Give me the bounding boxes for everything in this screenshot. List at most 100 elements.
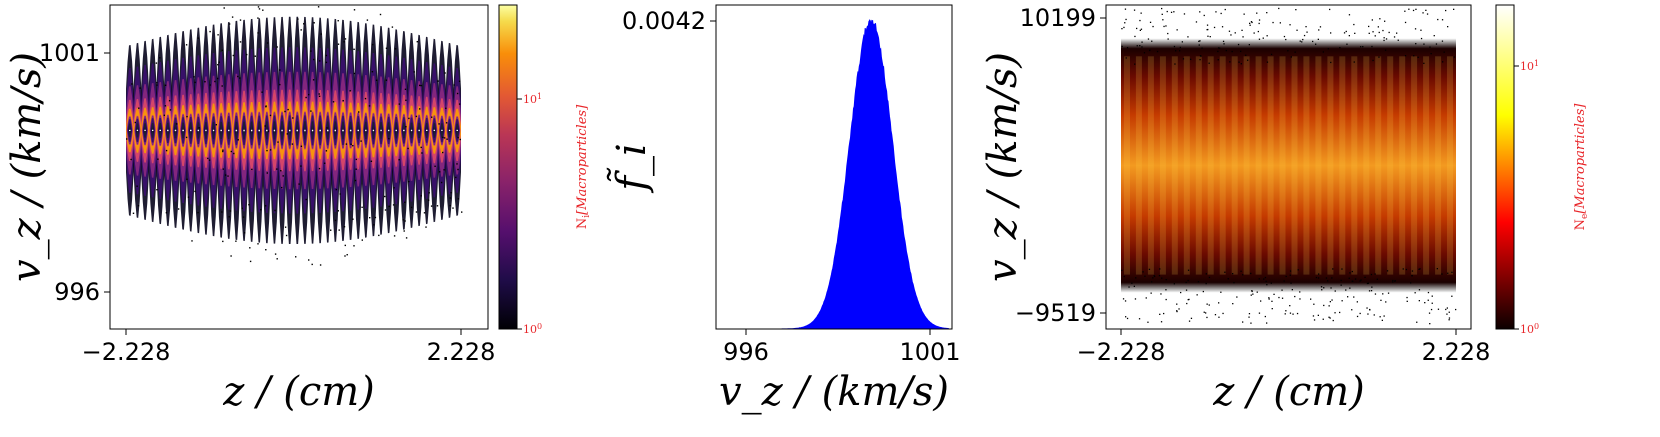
- electron-point: [1428, 312, 1431, 314]
- electron-point: [1380, 299, 1382, 301]
- electron-point: [1165, 279, 1167, 281]
- electron-point: [1332, 268, 1334, 270]
- electron-point: [1377, 26, 1379, 28]
- electron-point: [1296, 29, 1298, 31]
- electron-point: [1302, 38, 1304, 41]
- ion-point: [393, 235, 396, 237]
- electron-point: [1327, 280, 1329, 282]
- electron-point: [1379, 316, 1381, 318]
- ion-point: [266, 42, 269, 44]
- electron-point: [1158, 275, 1161, 277]
- electron-point: [1284, 313, 1286, 315]
- electron-point: [1252, 293, 1254, 295]
- electron-point: [1427, 291, 1430, 294]
- electron-point: [1352, 280, 1354, 282]
- electron-point: [1343, 32, 1346, 34]
- electron-point: [1251, 290, 1253, 293]
- electron-point: [1289, 274, 1291, 276]
- electron-point: [1231, 50, 1233, 53]
- electron-point: [1220, 12, 1222, 15]
- electron-point: [1392, 279, 1394, 282]
- ion-point: [239, 77, 241, 79]
- electron-point: [1263, 278, 1265, 280]
- electron-stripe: [1411, 56, 1418, 275]
- ion-point: [168, 100, 171, 102]
- ion-point: [391, 26, 394, 28]
- electron-point: [1415, 43, 1417, 45]
- electron-point: [1264, 315, 1266, 318]
- electron-point: [1139, 45, 1141, 47]
- panel-3-x-ticks: −2.228 2.228: [1077, 329, 1490, 366]
- electron-point: [1348, 35, 1350, 37]
- electron-point: [1156, 50, 1159, 53]
- electron-point: [1218, 316, 1220, 318]
- electron-point: [1301, 41, 1303, 43]
- electron-point: [1128, 286, 1130, 288]
- electron-point: [1152, 277, 1154, 279]
- ion-point: [326, 127, 328, 129]
- electron-point: [1339, 47, 1341, 49]
- panel-1-colorbar-tick: 100: [523, 322, 542, 336]
- electron-stripe: [1219, 56, 1226, 275]
- electron-point: [1299, 291, 1301, 293]
- ion-point: [346, 254, 348, 256]
- ion-point: [269, 149, 272, 151]
- electron-point: [1173, 45, 1176, 48]
- ion-point: [343, 41, 345, 43]
- electron-point: [1151, 40, 1153, 42]
- ion-point: [300, 29, 302, 31]
- ion-point: [223, 7, 225, 9]
- ion-point: [442, 151, 444, 154]
- ion-point: [215, 124, 217, 126]
- ion-point: [137, 205, 140, 207]
- electron-point: [1260, 300, 1262, 302]
- ion-point: [323, 162, 326, 164]
- ion-point: [229, 210, 232, 212]
- ion-band-layer: [126, 101, 461, 160]
- electron-point: [1418, 289, 1421, 291]
- electron-point: [1242, 36, 1244, 38]
- electron-point: [1159, 268, 1161, 270]
- electron-point: [1442, 61, 1444, 63]
- ion-point: [134, 121, 136, 124]
- panel-1-y-ticks: 1001 996: [39, 39, 110, 306]
- electron-stripe: [1339, 56, 1346, 275]
- electron-point: [1315, 43, 1317, 45]
- electron-point: [1225, 49, 1227, 52]
- ion-point: [185, 44, 188, 46]
- electron-point: [1330, 61, 1332, 64]
- ion-point: [369, 217, 371, 219]
- electron-point: [1219, 47, 1221, 49]
- electron-point: [1296, 312, 1299, 315]
- ion-point: [264, 205, 267, 207]
- electron-point: [1370, 290, 1373, 292]
- electron-point: [1430, 53, 1432, 55]
- electron-point: [1287, 50, 1289, 52]
- electron-point: [1329, 317, 1331, 319]
- panel-3-colorbar-tick: 100: [1520, 322, 1539, 336]
- ion-point: [388, 205, 390, 208]
- electron-point: [1151, 281, 1153, 283]
- electron-stripe: [1171, 56, 1178, 275]
- ion-point: [164, 84, 167, 86]
- electron-point: [1322, 318, 1324, 320]
- electron-point: [1149, 49, 1151, 51]
- panel-1-colorbar-tick: 101: [523, 92, 542, 106]
- ion-point: [257, 6, 260, 8]
- ion-point: [311, 263, 313, 266]
- ion-point: [343, 226, 346, 228]
- electron-stripe: [1135, 56, 1142, 275]
- electron-point: [1411, 270, 1414, 272]
- ion-point: [320, 33, 322, 35]
- electron-point: [1230, 34, 1232, 36]
- electron-point: [1257, 30, 1259, 33]
- ion-point: [410, 206, 413, 209]
- electron-point: [1353, 296, 1355, 298]
- electron-point: [1240, 63, 1242, 65]
- ion-point: [254, 55, 256, 57]
- electron-point: [1412, 9, 1415, 12]
- electron-stripe: [1159, 56, 1166, 275]
- electron-point: [1243, 13, 1245, 15]
- ion-point: [233, 152, 235, 155]
- electron-point: [1266, 284, 1268, 286]
